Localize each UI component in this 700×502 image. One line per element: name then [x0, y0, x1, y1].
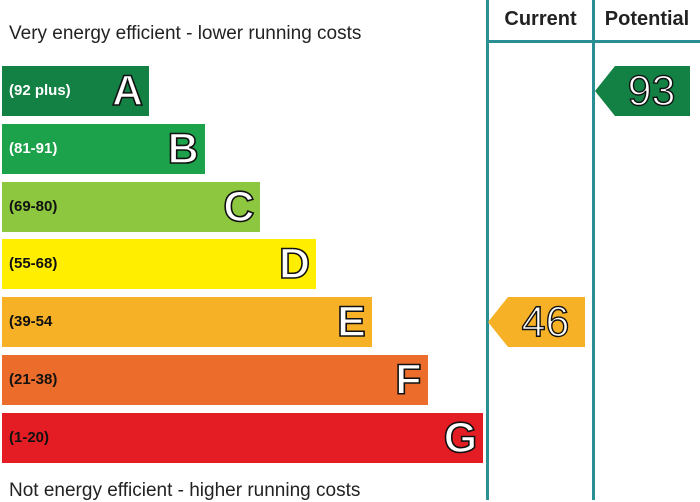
band-e: (39-54 E [2, 297, 372, 348]
band-c: (69-80) C [2, 181, 261, 232]
band-range-label: (81-91) [9, 139, 58, 157]
band-range-label: (21-38) [9, 371, 58, 388]
band-range-label: (69-80) [9, 197, 58, 215]
band-range-label: (55-68) [9, 255, 58, 273]
band-letter: C [223, 182, 256, 232]
band-f: (21-38) F [2, 355, 428, 405]
band-letter: E [336, 297, 366, 347]
band-b: (81-91) B [2, 123, 205, 174]
band-letter: F [394, 355, 422, 405]
current-column-header: Current [504, 8, 577, 30]
potential-column-header: Potential [604, 8, 690, 30]
band-d: (55-68) D [2, 239, 317, 290]
current-pointer-shape [488, 297, 585, 348]
column-header-divider [487, 40, 700, 43]
band-a: (92 plus) A [2, 66, 149, 116]
band-g: (1-20) G [2, 412, 484, 463]
band-range-label: (39-54 [9, 313, 53, 331]
current-column-right-border [592, 0, 595, 500]
potential-rating-pointer: 93 [595, 66, 690, 116]
bottom-caption: Not energy efficient - higher running co… [9, 480, 361, 501]
potential-rating-value: 93 [627, 66, 676, 115]
band-letter: B [167, 124, 200, 174]
current-rating-value: 46 [521, 297, 570, 347]
band-letter: A [111, 66, 144, 116]
band-range-label: (92 plus) [9, 82, 71, 99]
top-caption: Very energy efficient - lower running co… [9, 23, 362, 44]
current-rating-pointer: 46 [488, 297, 585, 348]
band-letter: G [443, 413, 478, 463]
current-column-left-border [486, 0, 489, 500]
band-range-label: (1-20) [9, 428, 50, 446]
band-letter: D [278, 240, 311, 290]
potential-pointer-shape [595, 66, 690, 116]
